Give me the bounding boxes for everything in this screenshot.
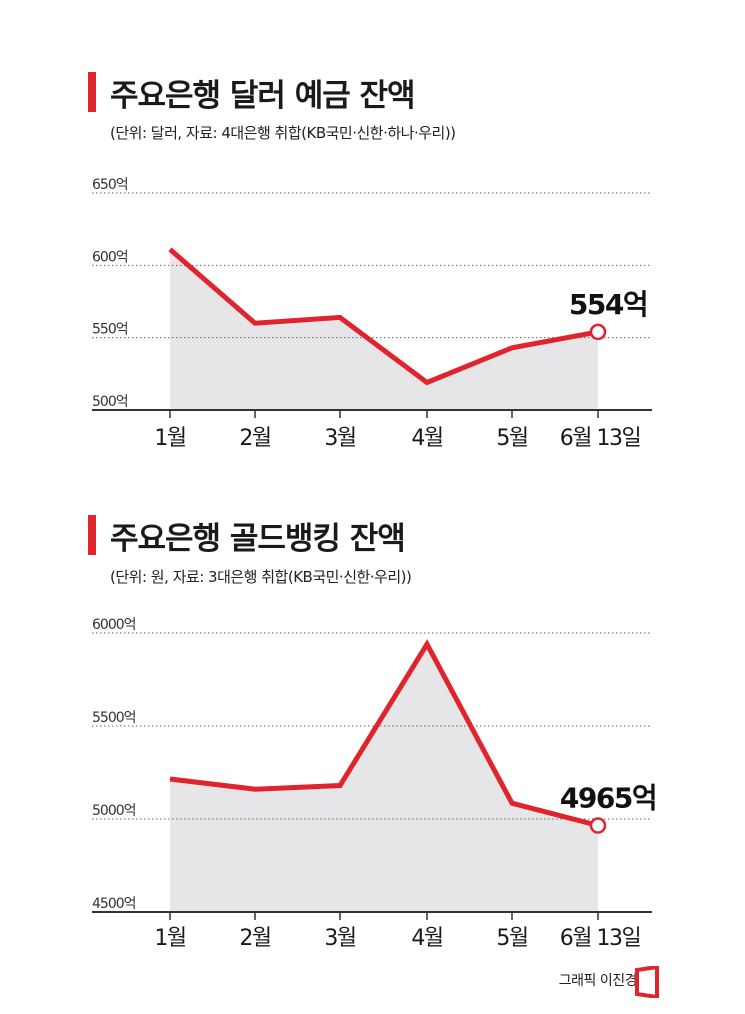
x-tick-label: 6월 13일 — [560, 926, 641, 951]
x-tick-label: 1월 — [154, 926, 185, 951]
y-tick-label: 5000억 — [92, 803, 136, 819]
x-tick-label: 3월 — [324, 926, 355, 951]
x-tick-label: 3월 — [324, 426, 355, 451]
chart-subtitle: (단위: 원, 자료: 3대은행 취합(KB국민·신한·우리)) — [110, 568, 412, 586]
title-accent-bar — [88, 515, 96, 555]
y-tick-label: 500억 — [92, 394, 128, 410]
dollar-deposit-chart: 500억 550억 600억 650억 1월 2월 3월 4월 5월 6월 13일 554억 — [92, 177, 652, 451]
y-tick-label: 600억 — [92, 249, 128, 265]
y-tick-label: 550억 — [92, 322, 128, 338]
x-tick-label: 4월 — [411, 926, 442, 951]
chart-title: 주요은행 골드뱅킹 잔액 — [110, 521, 406, 557]
y-tick-label: 5500억 — [92, 710, 136, 726]
title-accent-bar — [88, 72, 96, 112]
x-tick-label: 5월 — [496, 926, 527, 951]
area-fill — [170, 644, 598, 912]
end-value-label: 4965억 — [560, 782, 656, 815]
x-tick-label: 2월 — [239, 926, 270, 951]
chart-subtitle: (단위: 달러, 자료: 4대은행 취합(KB국민·신한·하나·우리)) — [110, 124, 456, 142]
x-tick-label: 5월 — [496, 426, 527, 451]
series-line — [168, 247, 599, 386]
y-tick-label: 6000억 — [92, 617, 136, 633]
gold-banking-chart: 4500억 5000억 5500억 6000억 1월 2월 3월 4월 5월 6월 13일 4965… — [92, 617, 658, 951]
series-line — [169, 639, 599, 828]
y-tick-label: 650억 — [92, 177, 128, 193]
area-fill — [170, 249, 598, 410]
end-value-label: 554억 — [569, 288, 647, 321]
end-point-marker — [589, 817, 607, 834]
x-tick-label: 2월 — [239, 426, 270, 451]
publisher-logo-icon — [635, 966, 659, 998]
chart-title: 주요은행 달러 예금 잔액 — [110, 78, 416, 114]
x-tick-label: 6월 13일 — [560, 426, 641, 451]
graphic-credit: 그래픽 이진경 — [558, 973, 638, 989]
x-tick-label: 1월 — [154, 426, 185, 451]
end-point-marker — [589, 323, 607, 341]
x-tick-label: 4월 — [411, 426, 442, 451]
y-tick-label: 4500억 — [92, 896, 136, 912]
